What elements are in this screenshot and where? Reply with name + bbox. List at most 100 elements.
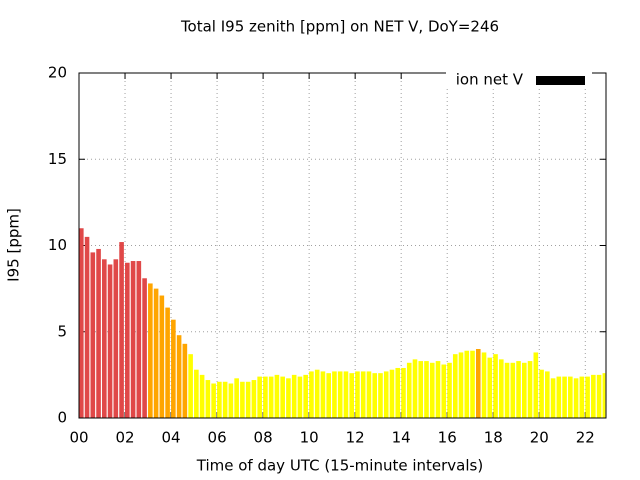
bar — [240, 381, 245, 418]
bar — [113, 259, 119, 418]
bar — [165, 307, 170, 418]
bar — [286, 378, 291, 418]
bar — [504, 362, 510, 418]
bar — [550, 378, 556, 418]
bar — [579, 376, 585, 418]
bar — [217, 381, 222, 418]
bar — [176, 335, 182, 418]
bar — [573, 378, 579, 418]
bar — [234, 378, 239, 418]
bar — [337, 371, 343, 418]
bar — [228, 383, 234, 418]
bar — [84, 236, 90, 418]
bar — [366, 371, 372, 418]
bar — [171, 319, 176, 418]
bar — [458, 352, 464, 418]
bar — [303, 374, 308, 418]
bar — [355, 371, 360, 418]
bar — [182, 343, 188, 418]
bar — [441, 364, 447, 418]
legend-label: ion net V — [456, 71, 524, 89]
bar — [274, 374, 280, 418]
bar — [79, 228, 84, 418]
bar — [447, 362, 452, 418]
bar — [533, 352, 539, 418]
bar — [424, 361, 429, 418]
bar — [320, 371, 326, 418]
bar — [360, 371, 366, 418]
bar — [493, 354, 498, 418]
x-tick-label: 22 — [576, 429, 595, 447]
bar — [211, 383, 216, 418]
x-tick-label: 10 — [300, 429, 319, 447]
bar — [257, 376, 262, 418]
bar — [96, 248, 101, 418]
bar — [148, 283, 153, 418]
x-axis-label: Time of day UTC (15-minute intervals) — [196, 457, 483, 475]
bar — [314, 369, 320, 418]
bar — [372, 373, 378, 418]
bar — [401, 367, 406, 418]
bar — [464, 350, 470, 418]
plot-frame — [78, 72, 607, 419]
x-tick-label: 12 — [346, 429, 365, 447]
bar — [291, 374, 297, 418]
bar — [481, 352, 487, 418]
bar — [188, 354, 193, 418]
bar — [562, 376, 567, 418]
bar — [498, 359, 504, 418]
bar — [510, 362, 516, 418]
bar — [245, 381, 251, 418]
bar — [568, 376, 573, 418]
bar — [90, 252, 96, 418]
bar — [412, 359, 418, 418]
bar — [199, 374, 205, 418]
legend-swatch — [536, 76, 585, 85]
bar — [602, 373, 606, 418]
bar — [107, 264, 113, 418]
y-axis-label: I95 [ppm] — [5, 208, 23, 282]
bar — [378, 373, 383, 418]
y-tick-label: 5 — [57, 322, 67, 340]
bar — [556, 376, 562, 418]
bar — [527, 361, 533, 418]
bar — [130, 261, 136, 418]
bar — [596, 374, 602, 418]
bar — [102, 259, 107, 418]
bar — [142, 278, 147, 418]
bar — [268, 376, 274, 418]
bar — [125, 262, 130, 418]
bar — [487, 357, 493, 418]
y-tick-label: 15 — [48, 150, 67, 168]
x-tick-label: 04 — [162, 429, 181, 447]
bar — [522, 362, 527, 418]
bar — [251, 380, 257, 418]
x-tick-label: 02 — [115, 429, 134, 447]
y-tick-label: 10 — [48, 236, 67, 254]
bar — [591, 374, 596, 418]
bar — [222, 381, 228, 418]
bar — [435, 361, 441, 418]
bar — [470, 350, 475, 418]
chart-title: Total I95 zenith [ppm] on NET V, DoY=246 — [180, 18, 499, 36]
bar — [343, 371, 349, 418]
x-tick-label: 08 — [254, 429, 273, 447]
bar — [475, 349, 481, 418]
x-tick-label: 16 — [438, 429, 457, 447]
y-tick-label: 20 — [48, 64, 67, 82]
bar — [452, 354, 458, 418]
bar — [418, 361, 424, 418]
bar — [153, 288, 159, 418]
bar — [326, 373, 331, 418]
x-tick-label: 20 — [530, 429, 549, 447]
bar — [280, 376, 285, 418]
bar — [205, 380, 211, 418]
x-tick-label: 14 — [392, 429, 411, 447]
bar — [539, 369, 544, 418]
bar — [383, 371, 389, 418]
bar — [263, 376, 268, 418]
bar — [297, 376, 303, 418]
bar — [516, 361, 521, 418]
bar — [159, 295, 165, 418]
